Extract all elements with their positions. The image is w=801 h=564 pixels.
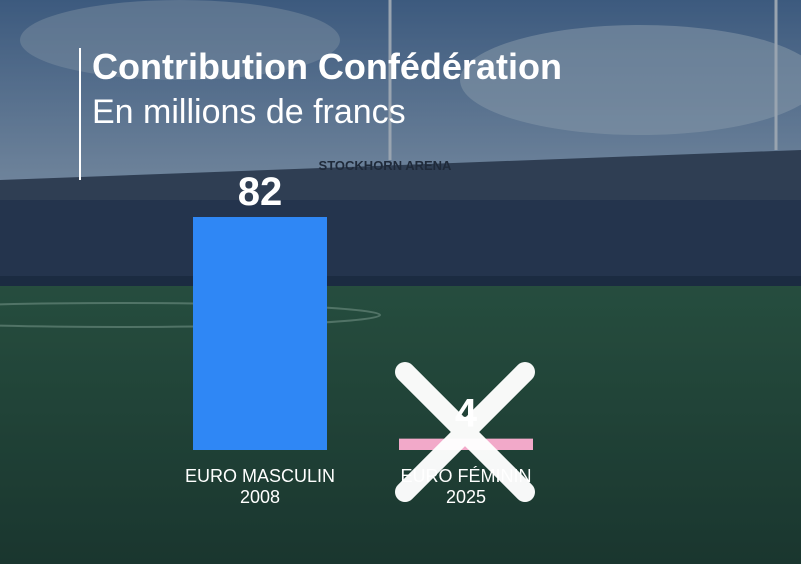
- chart-subtitle: En millions de francs: [92, 93, 406, 131]
- x-tick-label: EURO MASCULIN: [185, 466, 335, 486]
- x-tick-label: 2025: [446, 487, 486, 507]
- chart-title: Contribution Confédération: [92, 46, 562, 87]
- bar: [193, 217, 327, 450]
- cross-out: [395, 362, 535, 502]
- x-tick-label: 2008: [240, 487, 280, 507]
- value-label: 82: [238, 170, 283, 214]
- arena-sign: STOCKHORN ARENA: [319, 158, 453, 173]
